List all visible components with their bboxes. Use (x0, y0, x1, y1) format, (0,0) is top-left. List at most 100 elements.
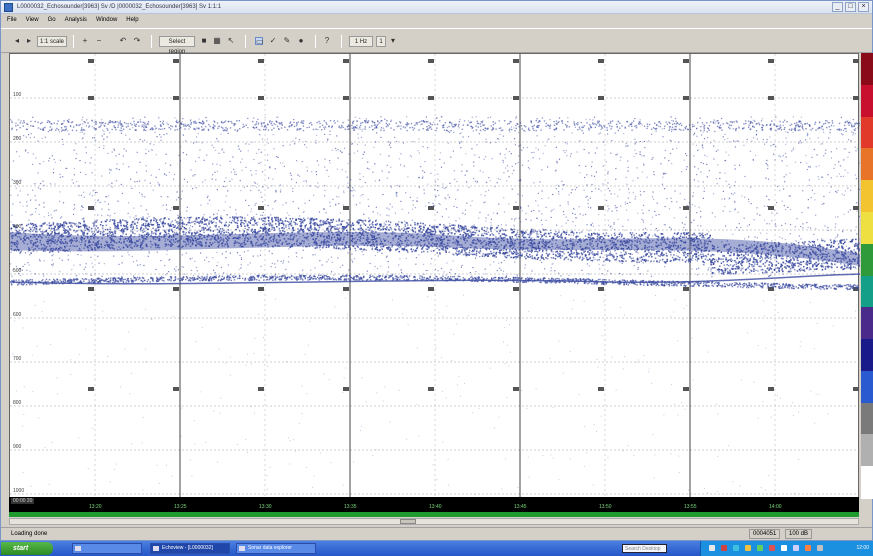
echo-sample (257, 239, 260, 242)
echo-sample (415, 200, 418, 202)
echo-sample (428, 241, 430, 243)
echo-sample (790, 129, 793, 132)
region-tool-icon[interactable]: ■ (201, 36, 207, 45)
echo-sample (329, 130, 331, 132)
echo-sample (245, 124, 247, 126)
echo-sample (122, 125, 124, 127)
maximize-button[interactable]: □ (845, 2, 856, 12)
echo-sample (524, 230, 527, 232)
echo-sample (398, 158, 400, 160)
echo-sample (391, 245, 393, 248)
echo-sample (619, 127, 621, 129)
echo-sample (647, 235, 649, 238)
menu-go[interactable]: Go (47, 17, 56, 23)
echo-sample (148, 225, 150, 228)
echo-sample (507, 123, 509, 125)
echo-sample (300, 121, 302, 124)
menu-view[interactable]: View (25, 17, 39, 23)
pencil-icon[interactable]: ✎ (283, 36, 291, 45)
echo-sample (437, 189, 439, 192)
echo-sample (234, 123, 236, 125)
echo-sample (278, 121, 280, 124)
echo-sample (61, 247, 63, 249)
echo-sample (815, 254, 817, 256)
echo-sample (190, 258, 192, 260)
echo-sample (159, 124, 162, 126)
echo-sample (458, 127, 460, 129)
echo-sample (577, 121, 579, 124)
echo-sample (45, 247, 47, 250)
echo-sample (111, 120, 114, 123)
echo-sample (858, 216, 860, 218)
check-icon[interactable]: ✓ (269, 36, 277, 45)
echo-sample (273, 148, 275, 150)
minimize-button[interactable]: _ (832, 2, 843, 12)
help-icon[interactable]: ? (324, 36, 330, 45)
echo-sample (677, 122, 679, 124)
echo-sample (357, 246, 360, 249)
frame-value[interactable]: 1 (376, 36, 386, 47)
echo-sample (281, 241, 284, 244)
echo-sample (487, 128, 489, 130)
echo-sample (434, 229, 436, 231)
echo-sample (703, 243, 706, 245)
echo-sample (281, 123, 283, 125)
echo-sample (301, 120, 303, 122)
echo-sample (631, 122, 633, 124)
echo-sample (453, 205, 455, 208)
zoom-out-icon[interactable]: − (96, 36, 102, 45)
select-region-button[interactable]: Select region (159, 36, 195, 55)
echo-sample (302, 211, 304, 213)
zoom-in-icon[interactable]: + (82, 36, 88, 45)
redo-icon[interactable]: ↷ (133, 36, 141, 45)
echo-sample (621, 256, 624, 258)
echo-sample (632, 120, 635, 122)
echo-sample (696, 260, 698, 262)
grid-tool-icon[interactable]: ▦ (213, 36, 221, 45)
echo-sample (755, 134, 757, 136)
echo-sample (661, 238, 663, 241)
echo-sample (208, 123, 210, 126)
echo-sample (296, 256, 298, 258)
echo-sample (530, 231, 532, 233)
echogram-plot[interactable] (10, 54, 860, 499)
echo-sample (114, 120, 117, 123)
marker-icon[interactable]: ● (298, 36, 304, 45)
chevron-down-icon[interactable]: ▾ (390, 36, 395, 45)
pointer-icon[interactable]: ↖ (227, 36, 235, 45)
forward-icon[interactable]: ▸ (26, 36, 31, 45)
echo-sample (729, 264, 732, 266)
marker-tick (598, 387, 604, 391)
back-icon[interactable]: ◂ (14, 36, 19, 45)
echo-sample (283, 237, 286, 240)
menu-window[interactable]: Window (95, 17, 118, 23)
close-button[interactable]: × (858, 2, 869, 12)
zoom-button[interactable]: 1:1 scale (37, 36, 67, 47)
echo-sample (264, 228, 267, 231)
select-tool-icon[interactable]: ▭ (255, 37, 264, 46)
menu-help[interactable]: Help (126, 17, 139, 23)
echo-sample (366, 239, 368, 241)
echo-sample (738, 127, 740, 129)
echo-sample (306, 166, 308, 168)
echo-sample (361, 251, 363, 253)
echo-sample (94, 272, 96, 274)
echo-sample (235, 221, 237, 224)
echo-sample (466, 124, 469, 126)
echo-sample (720, 127, 722, 129)
echo-sample (525, 126, 527, 128)
undo-icon[interactable]: ↶ (119, 36, 127, 45)
echo-sample (396, 192, 398, 194)
menu-file[interactable]: File (7, 17, 17, 23)
frame-rate-select[interactable]: 1 Hz (349, 36, 373, 47)
echo-sample (781, 200, 783, 202)
echogram-view[interactable]: 100 200 300 400 500 600 700 800 900 1000 (9, 53, 860, 499)
echo-sample (661, 237, 663, 240)
menu-analysis[interactable]: Analysis (64, 17, 87, 23)
echo-sample (412, 129, 414, 131)
echo-sample (742, 272, 744, 274)
echo-sample (856, 122, 858, 125)
echo-sample (642, 221, 645, 223)
echo-sample (367, 161, 369, 163)
echo-sample (236, 120, 238, 122)
